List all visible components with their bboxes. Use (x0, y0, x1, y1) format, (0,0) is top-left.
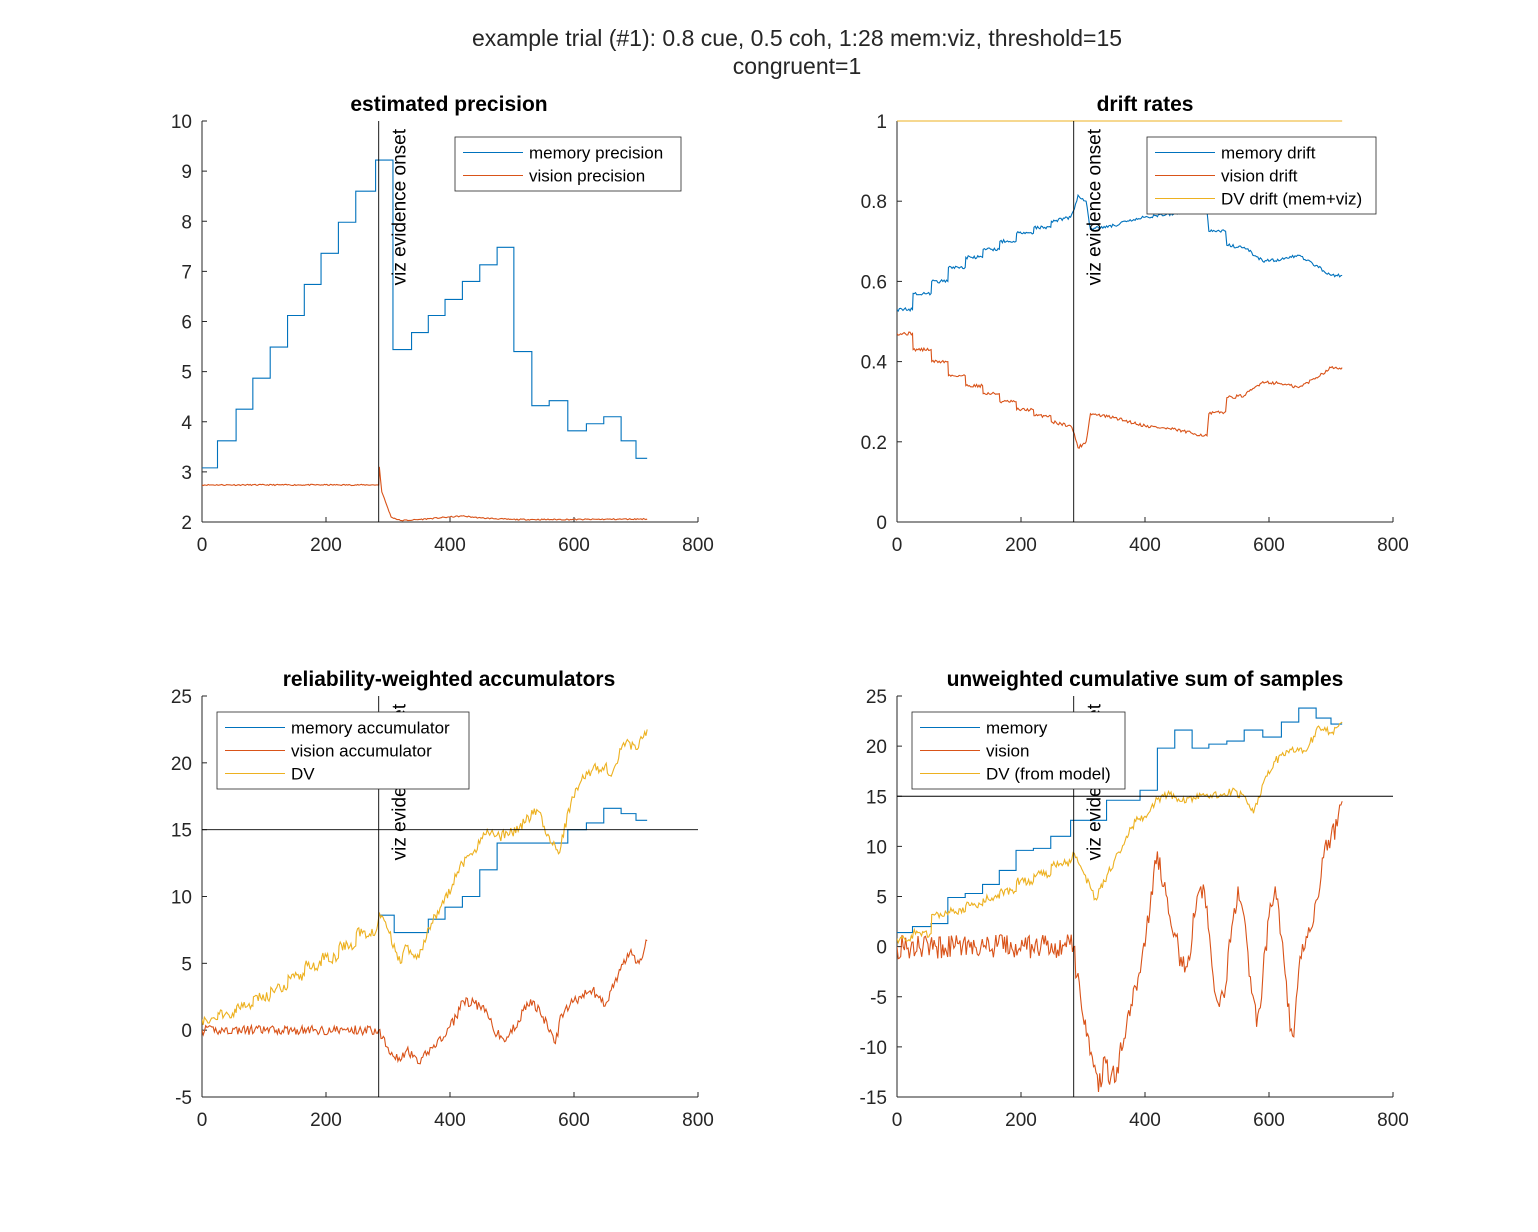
onset-label: viz evidence onset (390, 128, 411, 285)
y-tick-label: 0.4 (861, 353, 888, 374)
subplot-title: drift rates (1097, 93, 1194, 116)
x-tick-label: 400 (434, 535, 466, 556)
legend: memory vision DV (from model) (911, 711, 1126, 790)
y-tick-label: 0.6 (861, 272, 887, 293)
y-tick-label: 0 (181, 1021, 192, 1042)
x-tick-label: 200 (310, 535, 342, 556)
y-tick-label: 5 (181, 954, 192, 975)
series-line-memory-accumulator (378, 807, 648, 934)
legend-label: vision (986, 742, 1029, 761)
plot-area (897, 120, 1343, 449)
figure-title-line2: congruent=1 (733, 53, 862, 79)
series-line-dv (202, 729, 648, 1025)
legend-label: memory (986, 719, 1048, 738)
y-tick-label: -5 (870, 988, 887, 1009)
subplot-title: unweighted cumulative sum of samples (947, 668, 1344, 691)
legend: memory precision vision precision (454, 136, 682, 192)
x-tick-label: 400 (1129, 535, 1161, 556)
y-tick-label: 5 (876, 888, 887, 909)
y-tick-label: 0 (876, 938, 887, 959)
y-tick-label: 0.2 (861, 433, 887, 454)
x-tick-label: 800 (682, 535, 714, 556)
x-tick-label: 0 (197, 1110, 208, 1131)
y-tick-label: 20 (866, 737, 887, 758)
legend-label: memory precision (529, 144, 663, 163)
subplot-title: estimated precision (350, 93, 547, 116)
y-tick-label: 0.8 (861, 192, 887, 213)
subplot-reliability-weighted-accumulators: reliability-weighted accumulators 0 200 40… (171, 668, 714, 1131)
series-line-memory-precision (202, 159, 648, 469)
y-tick-label: 25 (171, 687, 192, 708)
subplot-title: reliability-weighted accumulators (283, 668, 616, 691)
legend-label: vision precision (529, 167, 645, 186)
legend-label: vision accumulator (291, 742, 432, 761)
legend-label: memory drift (1221, 144, 1316, 163)
y-tick-label: 0 (876, 513, 887, 534)
series-line-vision-accumulator (202, 939, 648, 1065)
y-tick-label: 7 (181, 262, 192, 283)
y-tick-label: 10 (866, 837, 887, 858)
y-tick-label: 9 (181, 162, 192, 183)
x-tick-label: 200 (1005, 535, 1037, 556)
y-tick-label: 5 (181, 363, 192, 384)
legend: memory accumulator vision accumulator DV (216, 711, 470, 790)
legend: memory drift vision drift DV drift (mem+vi… (1146, 136, 1377, 215)
onset-label: viz evidence onset (1085, 128, 1106, 285)
subplot-estimated-precision: estimated precision 0 200 400 600 800 2 3 4 5 6 7 8… (171, 93, 714, 556)
x-tick-label: 600 (1253, 535, 1285, 556)
series-line-vision-precision (202, 466, 648, 522)
y-tick-label: 15 (171, 821, 192, 842)
y-tick-label: 6 (181, 313, 192, 334)
x-tick-label: 200 (310, 1110, 342, 1131)
y-tick-label: 3 (181, 463, 192, 484)
series-line-dv-from-model- (897, 721, 1343, 945)
x-tick-label: 400 (1129, 1110, 1161, 1131)
y-tick-label: 15 (866, 787, 887, 808)
legend-label: DV (from model) (986, 765, 1111, 784)
y-tick-label: 2 (181, 513, 192, 534)
plot-area (202, 729, 648, 1065)
x-tick-label: 400 (434, 1110, 466, 1131)
x-tick-label: 600 (558, 535, 590, 556)
y-tick-label: 4 (181, 413, 192, 434)
y-tick-label: 1 (876, 112, 887, 133)
plot-area (897, 707, 1343, 1093)
y-tick-label: -15 (860, 1088, 887, 1109)
x-tick-label: 200 (1005, 1110, 1037, 1131)
x-tick-label: 0 (892, 535, 903, 556)
y-tick-label: -10 (860, 1038, 887, 1059)
subplot-unweighted-cumulative-sum: unweighted cumulative sum of samples 0 20… (860, 668, 1409, 1131)
series-line-vision (897, 801, 1343, 1093)
x-tick-label: 0 (197, 535, 208, 556)
x-tick-label: 0 (892, 1110, 903, 1131)
plot-area (202, 159, 648, 522)
x-tick-label: 800 (1377, 535, 1409, 556)
legend-label: vision drift (1221, 167, 1298, 186)
y-tick-label: -5 (175, 1088, 192, 1109)
series-line-vision-drift (897, 331, 1343, 449)
y-tick-label: 8 (181, 212, 192, 233)
y-tick-label: 10 (171, 888, 192, 909)
x-tick-label: 800 (1377, 1110, 1409, 1131)
legend-label: DV drift (mem+viz) (1221, 190, 1362, 209)
figure-title-line1: example trial (#1): 0.8 cue, 0.5 coh, 1:… (472, 25, 1122, 51)
series-line-memory-drift (897, 193, 1343, 313)
y-tick-label: 20 (171, 754, 192, 775)
y-tick-label: 25 (866, 687, 887, 708)
x-tick-label: 800 (682, 1110, 714, 1131)
y-tick-label: 10 (171, 112, 192, 133)
x-tick-label: 600 (558, 1110, 590, 1131)
series-line-memory (897, 707, 1343, 934)
legend-label: DV (291, 765, 315, 784)
subplot-drift-rates: drift rates 0 200 400 600 800 0 0.2 0.4 0.6 0.8 1 v… (861, 93, 1409, 556)
x-tick-label: 600 (1253, 1110, 1285, 1131)
legend-label: memory accumulator (291, 719, 450, 738)
legend-box (454, 136, 682, 192)
